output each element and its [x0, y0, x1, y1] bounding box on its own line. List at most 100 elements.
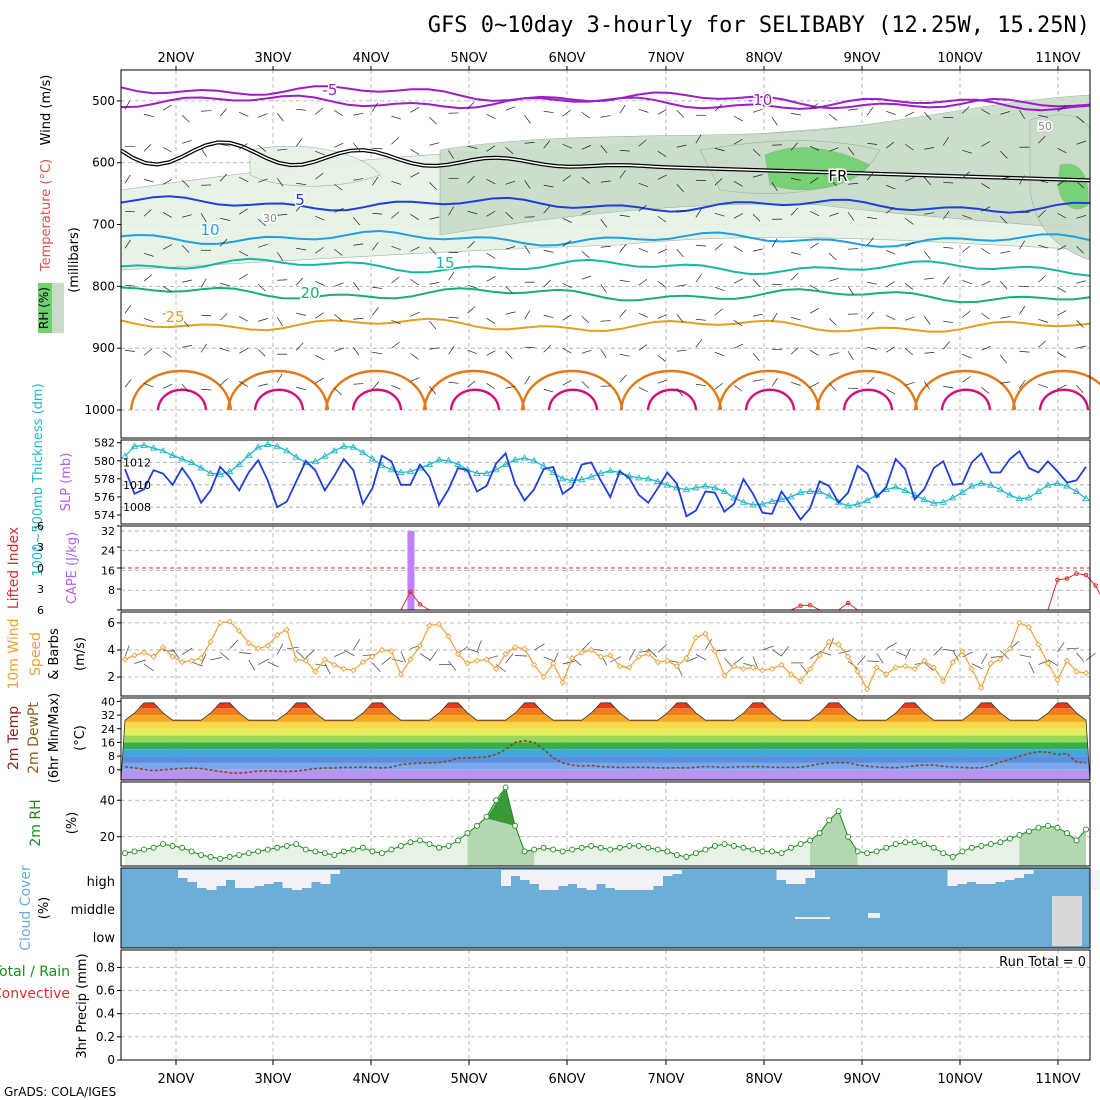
wind-barb: [429, 347, 440, 350]
y-tick-label-right: 1008: [123, 501, 151, 514]
lifted-index-point: [408, 589, 413, 595]
wind-barb: [1076, 385, 1084, 393]
wind-barb: [1057, 147, 1067, 154]
contour-label: -10: [748, 91, 773, 109]
wind-barb: [276, 178, 284, 187]
wind-barb: [848, 248, 859, 250]
cloud-clear-high: [558, 870, 568, 886]
rh-point: [198, 852, 205, 858]
wind-barb: [315, 247, 324, 254]
wind-barb: [486, 210, 496, 217]
wind-barb: [219, 108, 227, 117]
rh-point: [417, 837, 423, 844]
wind-barb: [942, 276, 950, 285]
wind-barb: [962, 245, 971, 253]
wind-barb: [1019, 240, 1025, 250]
surface-wind-barb: [295, 650, 306, 660]
contour-label: 30: [263, 212, 277, 225]
thickness-point: [397, 468, 405, 475]
wind-barb: [257, 145, 267, 152]
wind-barb: [828, 383, 837, 391]
y-tick-label: 20: [100, 830, 115, 844]
wind-barb: [638, 108, 649, 113]
wind-speed-point: [378, 646, 386, 654]
wind-barb: [219, 313, 228, 321]
thickness-point: [844, 502, 852, 509]
wind-barb: [486, 178, 496, 185]
wind-barb: [1019, 285, 1030, 288]
wind-barb: [619, 279, 630, 283]
wind-speed-point: [321, 656, 328, 663]
cloud-clear-high: [273, 870, 283, 882]
surface-wind-barb: [980, 653, 988, 665]
wind-barb: [828, 113, 838, 121]
surface-wind-barb: [895, 651, 907, 657]
wind-barb: [638, 278, 647, 286]
cloud-clear-high: [976, 870, 986, 884]
rh-point: [673, 852, 680, 858]
wind-barb: [543, 205, 551, 214]
wind-barb: [638, 139, 647, 147]
wind-barb: [334, 314, 343, 321]
wind-barb: [714, 243, 723, 251]
wind-speed-point: [1063, 657, 1071, 664]
wind-barb: [733, 278, 744, 284]
wind-barb: [867, 216, 878, 220]
isotherm-30-arc: [226, 369, 330, 411]
wind-barb: [657, 174, 667, 180]
wind-speed-point: [283, 626, 290, 633]
y-tick-label: 0.8: [96, 960, 115, 974]
contour-label: 10: [200, 221, 219, 239]
surface-wind-barb: [229, 639, 239, 649]
cloud-clear-high: [577, 870, 587, 888]
wind-barb: [924, 352, 935, 354]
y-tick-label: 0: [37, 562, 44, 575]
wind-barb: [905, 176, 915, 182]
wind-speed-point: [1016, 619, 1023, 626]
rh-point: [759, 848, 766, 855]
lifted-index-point: [1083, 572, 1089, 578]
wind-speed-point: [226, 618, 233, 625]
temperature-fill: [121, 702, 1090, 780]
thickness-point: [1082, 494, 1090, 502]
cape-axis-label: CAPE (J/kg): [65, 532, 80, 604]
wind-speed-point: [635, 653, 642, 660]
wind-barb: [410, 377, 420, 382]
thickness-point: [806, 487, 814, 494]
wind-barb: [1057, 310, 1067, 316]
wind-barb: [258, 178, 268, 183]
wind-barb: [219, 238, 228, 247]
wind-barb: [315, 107, 324, 115]
wind-barb: [143, 143, 152, 152]
wind-speed-point: [1035, 641, 1042, 648]
rh-point: [740, 844, 747, 851]
wind-barb: [239, 176, 249, 182]
wind-barb: [562, 217, 572, 223]
cloud-level-label: middle: [71, 903, 115, 918]
thickness-point: [682, 485, 691, 493]
thickness-point: [758, 500, 767, 507]
cloud-unit-label: (%): [37, 897, 52, 920]
wind-barb: [296, 182, 307, 186]
thickness-point: [425, 460, 434, 467]
cloud-clear-high: [510, 870, 521, 876]
thickness-point: [482, 469, 491, 476]
wind-barb: [600, 284, 607, 293]
wind-barb: [886, 314, 896, 320]
wind-barb: [562, 347, 572, 354]
surface-wind-barb: [1047, 659, 1059, 667]
cloud-clear-high: [320, 870, 331, 884]
wind-barb: [1000, 111, 1011, 115]
y-tick-label: 500: [92, 94, 115, 108]
wind-barb: [429, 321, 437, 330]
rh-peak-area: [1019, 825, 1086, 866]
wind-barb: [1076, 345, 1087, 349]
wind-barb: [581, 176, 590, 184]
isotherm-line: [120, 229, 1091, 248]
wind-barb: [372, 102, 378, 112]
wind-barb: [353, 112, 364, 116]
thickness-point: [511, 455, 519, 463]
thickness-point: [777, 495, 786, 503]
surface-wind-barb: [771, 649, 783, 657]
wind-speed-point: [1006, 645, 1014, 652]
